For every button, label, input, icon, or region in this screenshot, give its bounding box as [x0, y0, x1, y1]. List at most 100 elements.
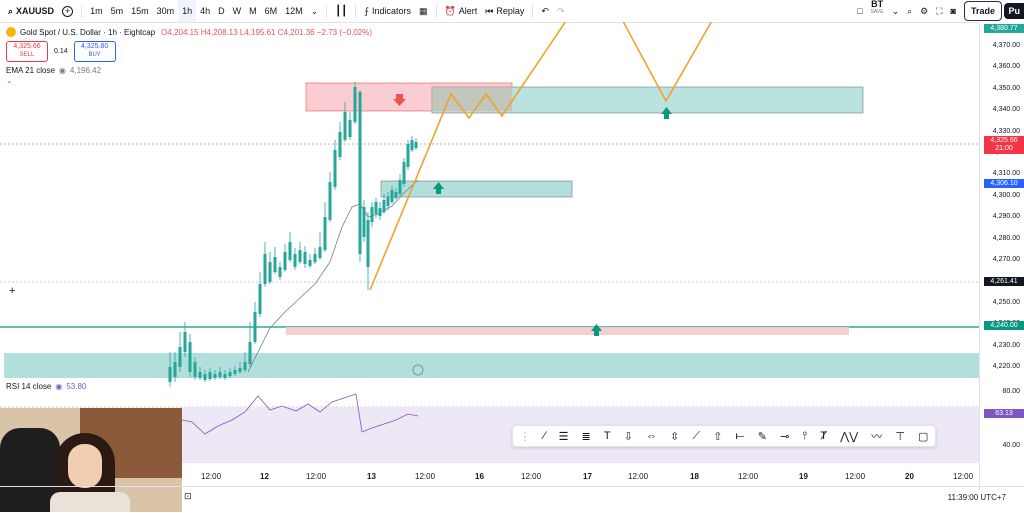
interval-15m[interactable]: 15m — [131, 6, 149, 16]
interval-dropdown[interactable]: ⌄ — [307, 0, 323, 22]
price-axis-label: 4,370.00 — [992, 42, 1020, 49]
up-arrow-icon — [433, 182, 444, 194]
grid-icon: ▦ — [419, 5, 428, 16]
interval-1h[interactable]: 1h — [178, 0, 197, 22]
publish-button[interactable]: Pu — [1004, 3, 1024, 19]
interval-d[interactable]: D — [218, 6, 225, 16]
time-axis[interactable]: 12:00 12 12:00 13 12:00 16 12:00 17 12:00 18 12:00… — [0, 466, 980, 486]
candle-body — [318, 247, 322, 258]
demand-zone-bottom[interactable] — [4, 353, 980, 378]
templates-button[interactable]: ▦ — [415, 0, 432, 22]
support-zone-red[interactable] — [286, 327, 849, 335]
candle-body — [258, 284, 262, 314]
candle-body — [268, 262, 272, 282]
fullscreen-button[interactable]: ⛶ — [932, 0, 946, 22]
fib-channel-icon[interactable]: ≣ — [581, 430, 591, 443]
price-axis-label: 4,310.00 — [992, 170, 1020, 178]
projection-path[interactable] — [369, 22, 572, 291]
ema-label: EMA 21 close — [6, 66, 55, 75]
chart-type-button[interactable]: ┃┃ — [331, 0, 351, 22]
arrow-down-tool-icon[interactable]: ⇩ — [623, 430, 633, 443]
status-time[interactable]: 11:39:00 UTC+7 — [947, 493, 1006, 502]
symbol-search[interactable]: ⌕ XAUUSD — [0, 0, 58, 22]
buy-label: BUY — [88, 52, 101, 58]
interval-4h[interactable]: 4h — [200, 6, 211, 16]
candle-body — [283, 252, 287, 270]
ray-tool-icon[interactable]: ⟋ — [692, 429, 701, 442]
compare-button[interactable]: + — [58, 0, 77, 22]
interval-30m[interactable]: 30m — [156, 6, 175, 16]
current-price-tag: 4,325.66 21:00 — [984, 136, 1024, 154]
trade-button[interactable]: Trade — [963, 1, 1002, 21]
price-label-icon[interactable]: ⊤ — [895, 430, 905, 443]
layout-dropdown[interactable]: ⌄ — [888, 0, 904, 22]
rectangle-tool-icon[interactable]: ▢ — [918, 430, 929, 443]
buy-sell-panel: 4,325.66 SELL 0.14 4,325.80 BUY — [6, 41, 116, 62]
interval-6m[interactable]: 6M — [264, 6, 278, 16]
eye-icon[interactable]: ◉ — [58, 66, 66, 75]
candle-body — [366, 220, 370, 267]
candle-body — [374, 202, 378, 214]
chart-canvas[interactable]: + — [0, 22, 980, 466]
buy-button[interactable]: 4,325.80 BUY — [73, 41, 116, 62]
indicators-button[interactable]: ⨍ Indicators — [360, 0, 415, 22]
path-tool-icon[interactable]: 〰 — [871, 431, 883, 443]
arrow-up-tool-icon[interactable]: ⇧ — [713, 430, 723, 443]
candles-icon: ┃┃ — [335, 5, 348, 17]
measure-tool-icon[interactable]: ⇳ — [670, 430, 680, 443]
sell-button[interactable]: 4,325.66 SELL — [6, 41, 48, 62]
interval-5m[interactable]: 5m — [110, 6, 124, 16]
settings-button[interactable]: ⚙ — [916, 0, 932, 22]
brush-tool-icon[interactable]: ✎ — [757, 430, 767, 443]
snapshot-button[interactable]: ◙ — [947, 0, 960, 22]
candle-body — [348, 120, 352, 137]
drag-handle-icon[interactable]: ⋮ — [519, 430, 531, 443]
fib-tool-icon[interactable]: ☰ — [558, 430, 569, 443]
quick-search-button[interactable]: ⌕ — [903, 0, 916, 22]
rsi-value: 53.80 — [66, 382, 87, 391]
interval-12m[interactable]: 12M — [285, 6, 303, 16]
layout-button[interactable]: □ — [853, 0, 866, 22]
anchored-text-icon[interactable]: Ⱦ — [820, 430, 827, 442]
pattern-tool-icon[interactable]: ⋀⋁ — [840, 430, 859, 443]
candle-body — [223, 374, 227, 378]
eye-icon[interactable]: ◉ — [55, 382, 63, 391]
alert-button[interactable]: ⏰ Alert — [441, 0, 482, 22]
rsi-line — [181, 393, 419, 435]
range-tool-icon[interactable]: ⇔ — [646, 430, 657, 442]
candle-body — [253, 312, 257, 342]
vertical-line-icon[interactable]: ⫯ — [802, 429, 808, 442]
horizontal-line-icon[interactable]: ⊸ — [780, 430, 790, 443]
text-tool-icon[interactable]: T — [603, 430, 611, 442]
date-range-button[interactable]: ⊡ — [184, 491, 192, 501]
time-axis-label: 12:00 — [628, 472, 649, 481]
legend-collapse[interactable]: ⌃ — [6, 80, 13, 89]
trendline-tool-icon[interactable]: ∕ — [543, 430, 546, 442]
undo-button[interactable]: ↶ — [537, 0, 553, 22]
price-axis-label: 4,270.00 — [992, 256, 1020, 263]
rsi-label: RSI 14 close — [6, 382, 52, 391]
save-button[interactable]: BT SAVE — [867, 0, 888, 22]
interval-1m[interactable]: 1m — [90, 6, 103, 16]
horizontal-ray-icon[interactable]: ⟝ — [735, 429, 745, 442]
price-axis[interactable]: 4,380.77 4,370.00 4,360.00 4,350.00 4,340.0… — [979, 22, 1024, 490]
time-axis-label: 13 — [367, 472, 376, 481]
crosshair-plus: + — [9, 285, 15, 297]
interval-w[interactable]: W — [232, 6, 242, 16]
search-icon: ⌕ — [907, 5, 913, 16]
time-axis-label: 12:00 — [521, 472, 542, 481]
replay-button[interactable]: ⏮ Replay — [481, 0, 528, 22]
price-axis-label: 4,290.00 — [992, 213, 1020, 221]
candle-body — [293, 254, 297, 267]
candle-body — [370, 207, 374, 222]
chart-title: Gold Spot / U.S. Dollar · 1h · Eightcap — [20, 27, 156, 37]
time-axis-label: 12:00 — [738, 472, 759, 481]
candlestick-series — [168, 82, 418, 387]
interval-m[interactable]: M — [249, 6, 257, 16]
demand-zone-mid[interactable] — [380, 180, 573, 198]
redo-button[interactable]: ↷ — [553, 0, 569, 22]
candle-body — [183, 332, 187, 352]
projection-path-right[interactable] — [618, 22, 717, 103]
event-icon[interactable] — [412, 364, 424, 376]
search-icon: ⌕ — [8, 5, 14, 16]
